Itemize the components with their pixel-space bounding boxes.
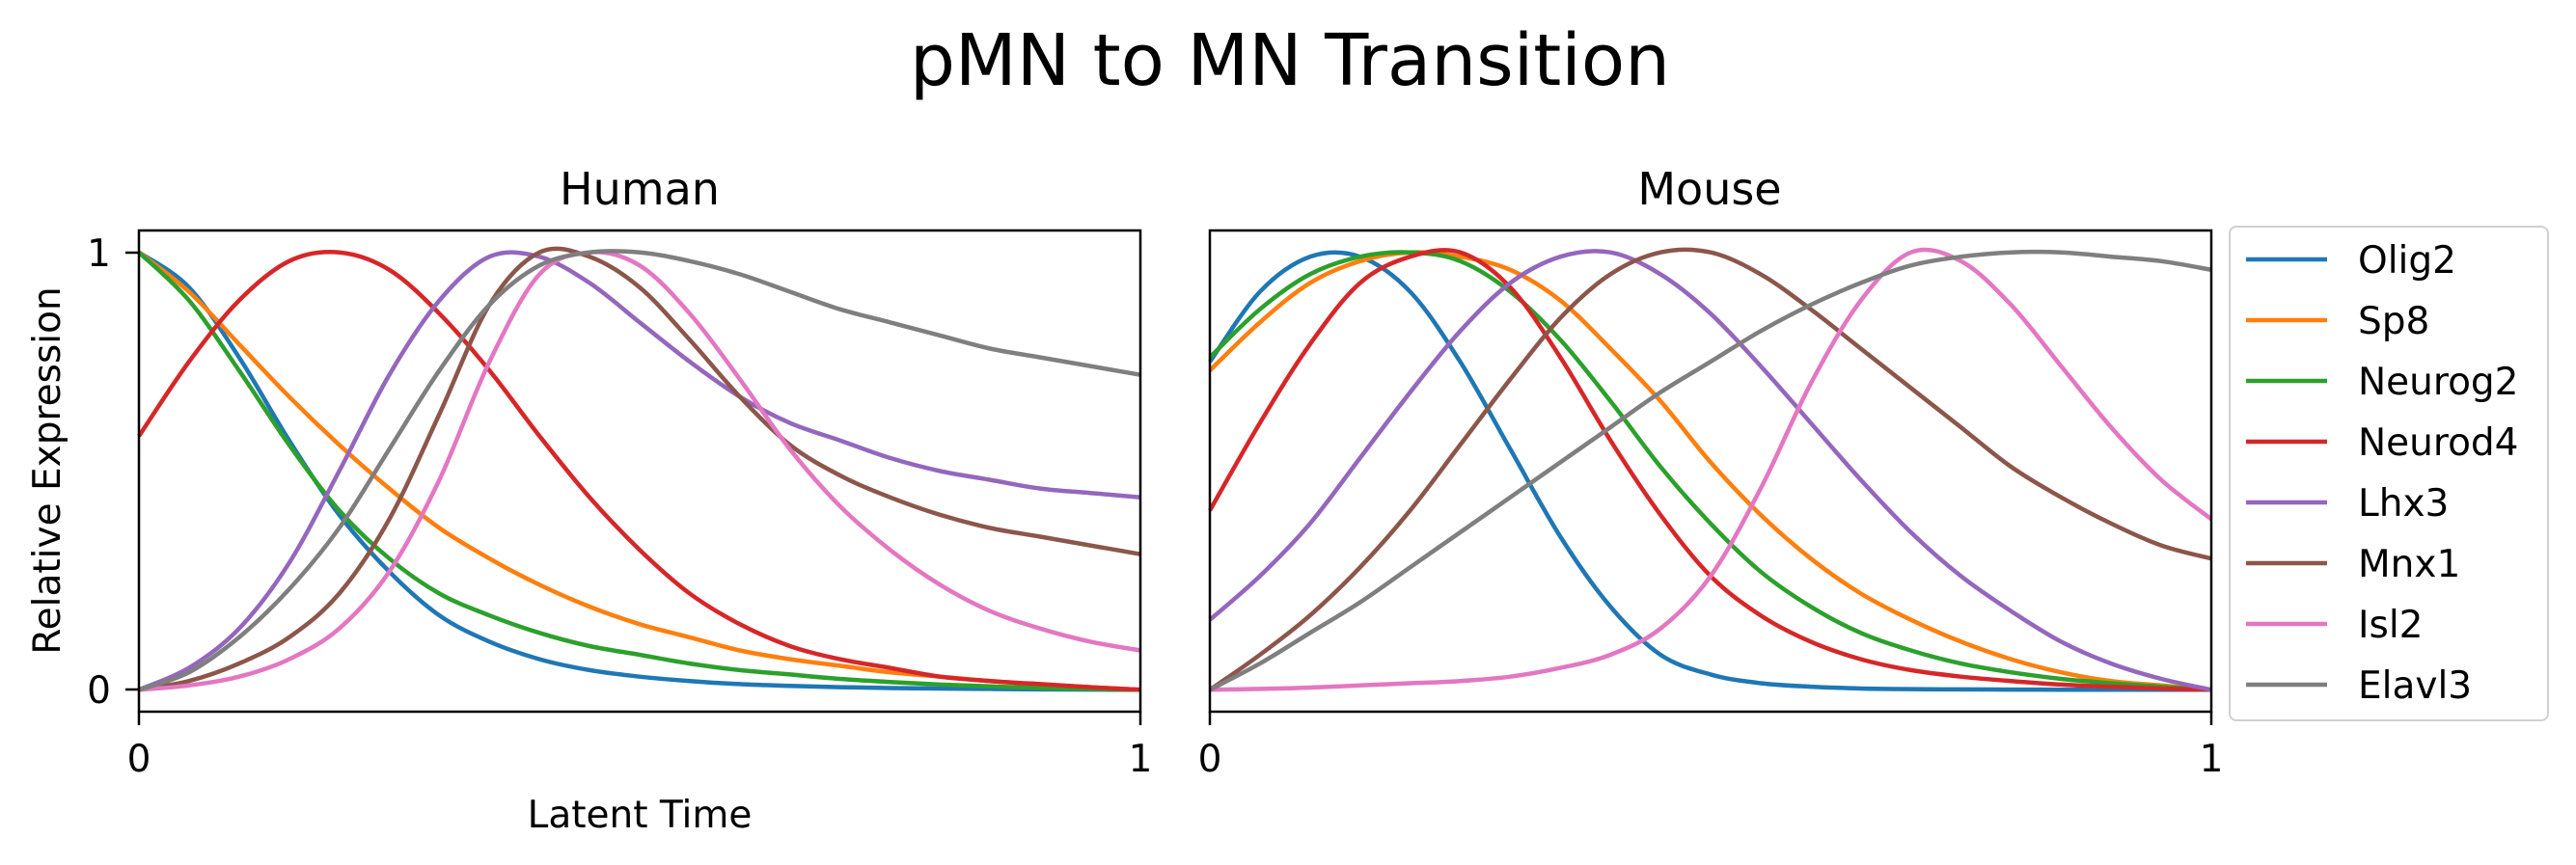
human-line-elavl3: [138, 249, 1141, 692]
legend-label-neurod4: Neurod4: [2358, 421, 2519, 465]
human-line-mnx1: [138, 246, 1141, 692]
human-ytick-1-label: 1: [87, 232, 111, 276]
panel-human: Human 0 1 0 1 Latent Time Relative Expre…: [26, 163, 1152, 837]
mouse-line-lhx3: [1208, 249, 2212, 692]
human-ytick-0-label: 0: [87, 669, 111, 713]
legend-label-mnx1: Mnx1: [2358, 543, 2460, 586]
mouse-line-neurog2: [1208, 250, 2212, 692]
human-line-neurog2: [137, 251, 1141, 692]
y-axis-label: Relative Expression: [26, 286, 69, 654]
panel-title-human: Human: [560, 163, 720, 215]
human-xtick-1-label: 1: [1129, 738, 1153, 781]
human-line-neurod4: [137, 250, 1141, 692]
legend-label-neurog2: Neurog2: [2358, 361, 2519, 404]
legend-label-olig2: Olig2: [2358, 239, 2456, 283]
mouse-line-elavl3: [1208, 249, 2212, 692]
mouse-line-mnx1: [1208, 247, 2212, 692]
legend-label-sp8: Sp8: [2358, 300, 2429, 343]
human-axes-frame: [137, 229, 1142, 714]
mouse-xtick-0-label: 0: [1198, 738, 1222, 781]
human-xtick-0-label: 0: [127, 738, 151, 781]
human-line-olig2: [137, 250, 1141, 692]
panel-mouse: Mouse 0 1: [1198, 163, 2224, 781]
panel-title-mouse: Mouse: [1637, 163, 1781, 215]
mouse-xtick-1-label: 1: [2200, 738, 2224, 781]
legend-label-lhx3: Lhx3: [2358, 482, 2449, 526]
mouse-line-neurod4: [1208, 248, 2212, 692]
legend-frame: [2229, 226, 2549, 721]
legend-label-isl2: Isl2: [2358, 604, 2423, 647]
mouse-line-olig2: [1208, 250, 2211, 692]
x-axis-label: Latent Time: [528, 794, 753, 837]
human-line-sp8: [137, 250, 1141, 692]
mouse-line-isl2: [1209, 247, 2213, 692]
figure-title: pMN to MN Transition: [910, 19, 1670, 102]
human-line-isl2: [138, 250, 1141, 692]
human-series-lines: [137, 246, 1141, 692]
legend-entries: Olig2 Sp8 Neurog2 Neurod4 Lhx3 Mnx1 Isl2 Elavl3: [2246, 239, 2519, 708]
mouse-series-lines: [1208, 247, 2213, 692]
mouse-axes-frame: [1208, 229, 2213, 714]
mouse-line-sp8: [1208, 250, 2212, 692]
legend: Olig2 Sp8 Neurog2 Neurod4 Lhx3 Mnx1 Isl2 Elavl3: [2229, 226, 2549, 721]
legend-label-elavl3: Elavl3: [2358, 664, 2472, 708]
human-line-lhx3: [138, 250, 1141, 692]
